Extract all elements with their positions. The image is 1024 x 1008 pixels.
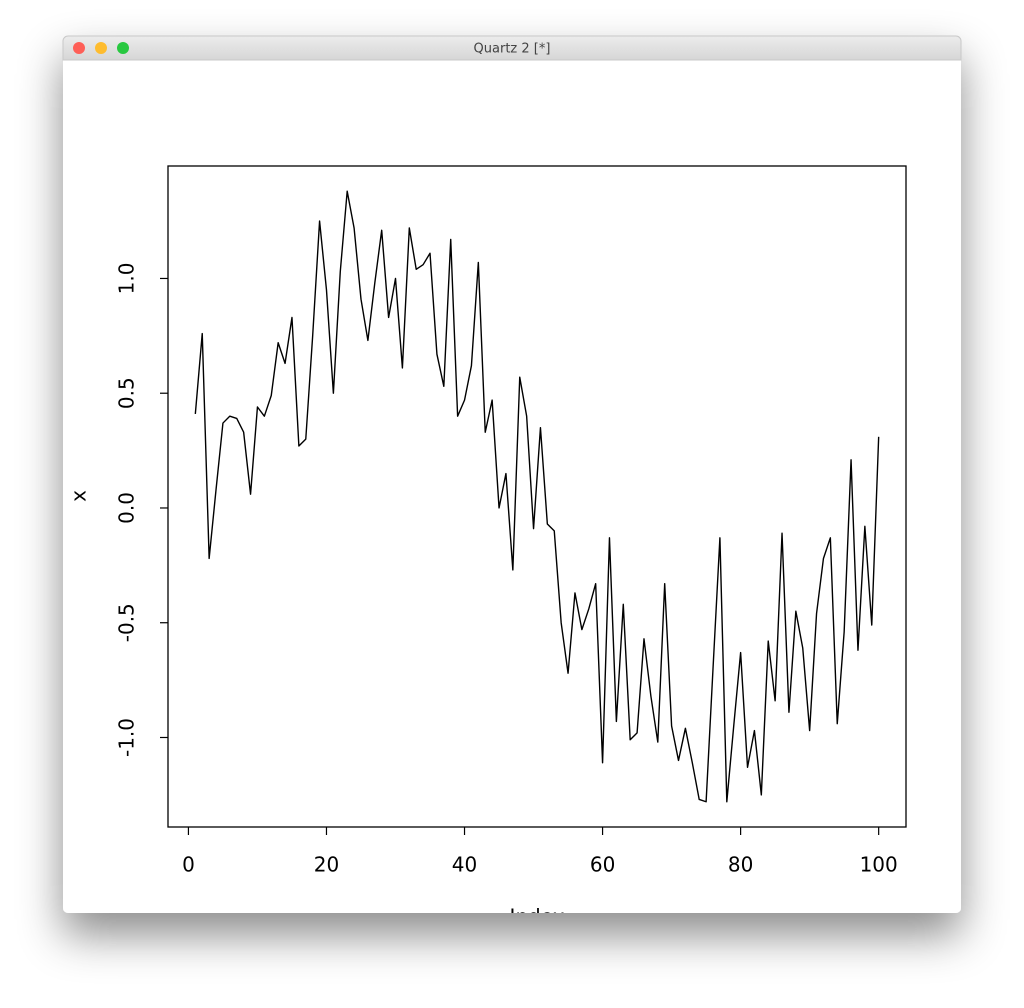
close-button[interactable] [73, 42, 85, 54]
x-tick-label: 80 [728, 853, 753, 877]
y-axis-label: x [67, 490, 91, 502]
window-title: Quartz 2 [*] [474, 42, 551, 57]
minimize-button[interactable] [95, 42, 107, 54]
x-axis-label: Index [509, 905, 564, 929]
x-tick-label: 100 [860, 853, 898, 877]
window [63, 36, 961, 913]
y-tick-label: 1.0 [115, 263, 139, 295]
title-bar [62, 35, 962, 61]
zoom-button[interactable] [117, 42, 129, 54]
x-tick-label: 0 [182, 853, 195, 877]
x-tick-label: 20 [314, 853, 339, 877]
y-tick-label: 0.0 [115, 492, 139, 524]
y-tick-label: -0.5 [115, 603, 139, 642]
y-tick-label: 0.5 [115, 377, 139, 409]
plot-frame [167, 165, 907, 828]
data-line [194, 190, 880, 803]
y-tick-label: -1.0 [115, 718, 139, 757]
plot-area: Index x 0 20 40 60 80 100 -1.0 -0.5 0.0 0.5 1.0 [67, 165, 907, 929]
x-tick-label: 40 [452, 853, 477, 877]
x-tick-label: 60 [590, 853, 615, 877]
